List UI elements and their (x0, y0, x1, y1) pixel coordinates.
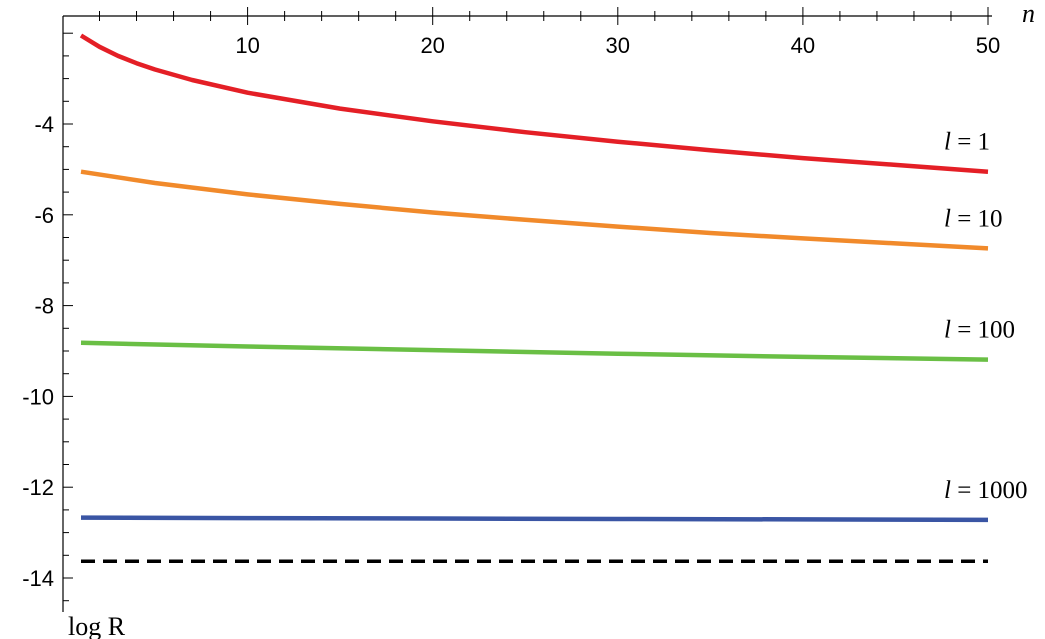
series-line-4 (80, 515, 989, 523)
labels-layer: n log R 10 20 30 40 50-4-6-8-10-12-14l = 1l … (22, 0, 1035, 639)
y-tick-label: -4 (34, 112, 54, 137)
series-label-value: = 10 (951, 205, 1003, 232)
x-tick-label: 20 (420, 33, 444, 58)
series-label-1: l = 1 (944, 129, 990, 156)
series-label-2: l = 10 (944, 205, 1003, 232)
x-tick-label: 40 (791, 33, 815, 58)
x-tick-label: 30 (606, 33, 630, 58)
series-layer (79, 33, 989, 563)
series-label-3: l = 100 (944, 317, 1015, 344)
x-tick-label: 50 (976, 33, 1000, 58)
y-axis-label-text: log R (68, 612, 126, 639)
y-tick-label: -6 (34, 203, 54, 228)
series-label-value: = 1 (951, 129, 990, 156)
series-label-var: l (944, 317, 951, 344)
series-line-1 (79, 33, 989, 174)
series-label-var: l (944, 477, 951, 504)
ticks-layer (63, 7, 989, 602)
y-tick-label: -12 (22, 475, 54, 500)
series-line-3 (80, 340, 989, 362)
series-label-var: l (944, 205, 951, 232)
series-label-value: = 1000 (951, 477, 1028, 504)
series-line-2 (80, 169, 989, 251)
series-label-var: l (944, 129, 951, 156)
x-tick-label: 10 (235, 33, 259, 58)
y-tick-label: -14 (22, 566, 54, 591)
series-label-value: = 100 (951, 317, 1015, 344)
x-axis-label: n (1022, 0, 1035, 28)
y-tick-label: -10 (22, 384, 54, 409)
y-axis-label: log R (68, 612, 126, 639)
y-tick-label: -8 (34, 294, 54, 319)
axes-layer (62, 15, 992, 612)
series-label-4: l = 1000 (944, 477, 1028, 504)
